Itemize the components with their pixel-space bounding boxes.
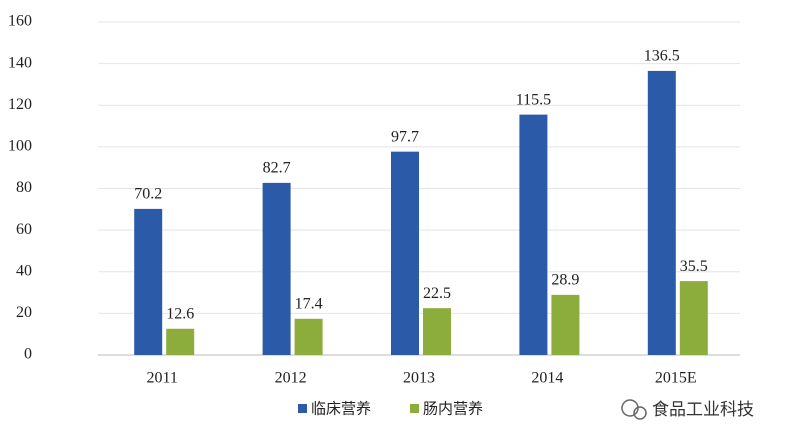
legend-swatch [410, 404, 419, 413]
value-label: 115.5 [516, 91, 551, 108]
x-tick-label: 2011 [146, 370, 177, 387]
bar [647, 70, 676, 356]
value-label: 97.7 [391, 128, 419, 145]
x-tick-label: 2015E [655, 370, 697, 387]
legend: 临床营养 肠内营养 [298, 400, 483, 418]
watermark-icon [633, 406, 647, 420]
legend-label: 临床营养 [311, 400, 371, 418]
value-label: 28.9 [551, 272, 579, 289]
bar [551, 294, 580, 355]
bar [679, 281, 708, 355]
legend-label: 肠内营养 [423, 400, 483, 418]
y-tick-label: 60 [16, 221, 32, 238]
value-label: 70.2 [134, 186, 162, 203]
y-tick-label: 120 [8, 96, 32, 113]
value-label: 22.5 [423, 285, 451, 302]
bar [262, 182, 291, 355]
value-label: 12.6 [166, 305, 194, 322]
value-label: 17.4 [295, 295, 323, 312]
watermark-text: 食品工业科技 [652, 400, 754, 420]
y-tick-label: 140 [8, 54, 32, 71]
bar [166, 328, 195, 355]
y-tick-label: 40 [16, 262, 32, 279]
bar [134, 208, 163, 355]
x-tick-label: 2012 [275, 370, 307, 387]
legend-swatch [298, 404, 307, 413]
bar [423, 308, 451, 355]
bar [294, 318, 323, 355]
value-label: 82.7 [263, 160, 291, 177]
value-label: 136.5 [644, 48, 680, 65]
watermark: 食品工业科技 [621, 399, 754, 420]
y-tick-label: 0 [24, 346, 32, 363]
y-tick-label: 100 [8, 138, 32, 155]
y-tick-label: 20 [16, 304, 32, 321]
value-label: 35.5 [680, 258, 708, 275]
bar [519, 114, 548, 355]
bar [391, 151, 419, 355]
y-tick-label: 160 [8, 13, 32, 30]
x-tick-label: 2013 [403, 370, 435, 387]
x-tick-label: 2014 [531, 370, 563, 387]
y-tick-label: 80 [16, 179, 32, 196]
